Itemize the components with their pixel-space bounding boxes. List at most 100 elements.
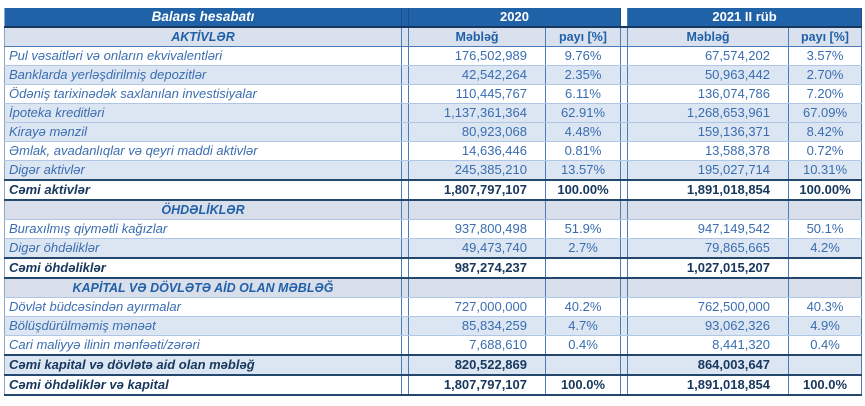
- row-label: Ödəniş tarixinədək saxlanılan investisiy…: [4, 84, 402, 104]
- spacer-cell: [401, 179, 409, 201]
- row-label: Cəmi öhdəliklər: [4, 257, 402, 279]
- subheader-spacer: [401, 27, 409, 47]
- table-header-row: Balans hesabatı 2020 2021 II rüb: [4, 8, 863, 28]
- table-title: Balans hesabatı: [4, 8, 402, 28]
- amount-2020-cell: 85,834,259: [408, 316, 546, 336]
- table-row: İpoteka kreditləri 1,137,361,364 62.91% 1,2…: [4, 103, 863, 123]
- row-label: İpoteka kreditləri: [4, 103, 402, 123]
- table-row: Digər aktivlər 245,385,210 13.57% 195,027,7…: [4, 160, 863, 181]
- amount-2020-cell: 245,385,210: [408, 160, 546, 181]
- spacer-cell: [620, 374, 629, 396]
- spacer-cell: [620, 179, 629, 201]
- share-2021-cell: 50.1%: [788, 219, 863, 239]
- spacer-cell: [401, 65, 409, 85]
- row-label: Dövlət büdcəsindən ayırmalar: [4, 297, 402, 317]
- share-2020-cell: 100.0%: [545, 374, 622, 396]
- spacer-cell: [620, 316, 629, 336]
- spacer-cell: [620, 141, 629, 161]
- amount-2020-cell: 987,274,237: [408, 257, 546, 279]
- share-2020-cell: 0.4%: [545, 335, 622, 356]
- table-row: Banklarda yerləşdirilmiş depozitlər 42,54…: [4, 65, 863, 85]
- table-row: Kirayə mənzil 80,923,068 4.48% 159,136,371 8…: [4, 122, 863, 142]
- amount-2020-cell: [408, 200, 546, 220]
- share-2020-cell: 4.7%: [545, 316, 622, 336]
- amount-2021-cell: 195,027,714: [627, 160, 790, 181]
- spacer-cell: [620, 200, 629, 220]
- amount-2021-cell: 864,003,647: [627, 354, 790, 376]
- share-2020-cell: 2.35%: [545, 65, 622, 85]
- spacer-cell: [401, 200, 409, 220]
- spacer-cell: [620, 122, 629, 142]
- amount-2020-cell: 820,522,869: [408, 354, 546, 376]
- amount-2021-cell: [627, 278, 790, 298]
- spacer-cell: [401, 103, 409, 123]
- row-label: Cari maliyyə ilinin mənfəəti/zərəri: [4, 335, 402, 356]
- share-2020-cell: [545, 257, 622, 279]
- year-2020-header: 2020: [408, 8, 622, 28]
- balance-sheet: Balans hesabatı 2020 2021 II rüb AKTİVLƏ…: [4, 8, 863, 396]
- spacer-cell: [401, 278, 409, 298]
- spacer-cell: [620, 335, 629, 356]
- share-2020-cell: 13.57%: [545, 160, 622, 181]
- amount-2020-cell: 42,542,264: [408, 65, 546, 85]
- share-2020-cell: 51.9%: [545, 219, 622, 239]
- share-2020-header: payı [%]: [545, 27, 622, 47]
- amount-2020-cell: 49,473,740: [408, 238, 546, 259]
- share-2021-cell: 10.31%: [788, 160, 863, 181]
- amount-2021-cell: 67,574,202: [627, 46, 790, 66]
- amount-2020-cell: 1,807,797,107: [408, 179, 546, 201]
- balance-sheet-table: Balans hesabatı 2020 2021 II rüb AKTİVLƏ…: [4, 8, 863, 396]
- share-2021-cell: 3.57%: [788, 46, 863, 66]
- header-gap: [620, 8, 629, 28]
- amount-2021-cell: 8,441,320: [627, 335, 790, 356]
- table-row: Digər öhdəliklər 49,473,740 2.7% 79,865,665…: [4, 238, 863, 259]
- spacer-cell: [401, 238, 409, 259]
- row-label: Cəmi kapital və dövlətə aid olan məbləğ: [4, 354, 402, 376]
- share-2021-cell: 67.09%: [788, 103, 863, 123]
- total-row: Cəmi öhdəliklər 987,274,237 1,027,015,207: [4, 257, 863, 279]
- spacer-cell: [620, 257, 629, 279]
- spacer-cell: [401, 141, 409, 161]
- row-label: Bölüşdürülməmiş mənəət: [4, 316, 402, 336]
- table-row: Buraxılmış qiymətli kağızlar 937,800,498 5…: [4, 219, 863, 239]
- share-2021-cell: [788, 257, 863, 279]
- section-title: ÖHDƏLİKLƏR: [4, 200, 402, 220]
- row-label: Pul vəsaitləri və onların ekvivalentləri: [4, 46, 402, 66]
- spacer-cell: [620, 354, 629, 376]
- row-label: Digər aktivlər: [4, 160, 402, 181]
- row-label: Kirayə mənzil: [4, 122, 402, 142]
- section-title-assets: AKTİVLƏR: [4, 27, 402, 47]
- share-2021-cell: 0.72%: [788, 141, 863, 161]
- amount-2021-cell: [627, 200, 790, 220]
- amount-2021-cell: 1,891,018,854: [627, 374, 790, 396]
- spacer-cell: [620, 84, 629, 104]
- spacer-cell: [401, 257, 409, 279]
- share-2021-cell: 4.9%: [788, 316, 863, 336]
- amount-2020-cell: 80,923,068: [408, 122, 546, 142]
- total-row: Cəmi öhdəliklər və kapital 1,807,797,107 1…: [4, 374, 863, 396]
- amount-2020-cell: 110,445,767: [408, 84, 546, 104]
- spacer-cell: [401, 374, 409, 396]
- amount-2021-cell: 159,136,371: [627, 122, 790, 142]
- amount-2021-cell: 1,027,015,207: [627, 257, 790, 279]
- share-2021-cell: 100.0%: [788, 374, 863, 396]
- spacer-cell: [401, 335, 409, 356]
- share-2021-cell: 8.42%: [788, 122, 863, 142]
- total-row: Cəmi aktivlər 1,807,797,107 100.00% 1,891,0…: [4, 179, 863, 201]
- row-label: Əmlak, avadanlıqlar və qeyri maddi aktiv…: [4, 141, 402, 161]
- spacer-cell: [620, 297, 629, 317]
- amount-2021-cell: 762,500,000: [627, 297, 790, 317]
- table-row: Bölüşdürülməmiş mənəət 85,834,259 4.7% 93,0…: [4, 316, 863, 336]
- spacer-cell: [620, 278, 629, 298]
- spacer-cell: [401, 354, 409, 376]
- amount-2021-cell: 93,062,326: [627, 316, 790, 336]
- share-2021-cell: 2.70%: [788, 65, 863, 85]
- row-label: Cəmi öhdəliklər və kapital: [4, 374, 402, 396]
- subheader-spacer: [620, 27, 629, 47]
- spacer-cell: [620, 160, 629, 181]
- section-title: KAPİTAL VƏ DÖVLƏTƏ AİD OLAN MƏBLƏĞ: [4, 278, 402, 298]
- row-label: Buraxılmış qiymətli kağızlar: [4, 219, 402, 239]
- table-body: Pul vəsaitləri və onların ekvivalentləri…: [4, 46, 863, 396]
- header-spacer: [401, 8, 409, 28]
- spacer-cell: [620, 65, 629, 85]
